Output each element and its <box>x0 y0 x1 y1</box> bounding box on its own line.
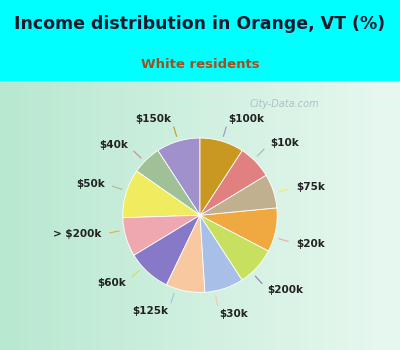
Wedge shape <box>137 150 200 215</box>
Wedge shape <box>200 215 242 292</box>
Wedge shape <box>166 215 205 293</box>
Text: White residents: White residents <box>141 58 259 71</box>
Text: $40k: $40k <box>99 140 128 150</box>
Wedge shape <box>200 208 277 251</box>
Text: $75k: $75k <box>296 182 325 192</box>
Text: City-Data.com: City-Data.com <box>250 99 320 110</box>
Wedge shape <box>200 215 268 280</box>
Text: $60k: $60k <box>97 278 126 288</box>
Wedge shape <box>200 150 266 215</box>
Text: $100k: $100k <box>228 114 264 124</box>
Wedge shape <box>123 171 200 218</box>
Text: $150k: $150k <box>136 114 172 124</box>
Wedge shape <box>123 215 200 255</box>
Wedge shape <box>134 215 200 285</box>
Text: Income distribution in Orange, VT (%): Income distribution in Orange, VT (%) <box>14 15 386 33</box>
Wedge shape <box>200 175 277 215</box>
Text: $200k: $200k <box>268 285 304 295</box>
Text: > $200k: > $200k <box>53 230 102 239</box>
Wedge shape <box>158 138 200 215</box>
Text: $50k: $50k <box>76 178 105 189</box>
Text: $125k: $125k <box>132 306 168 315</box>
Text: $10k: $10k <box>270 138 298 148</box>
Wedge shape <box>200 138 242 215</box>
Text: $20k: $20k <box>296 239 325 249</box>
Text: $30k: $30k <box>219 309 248 319</box>
